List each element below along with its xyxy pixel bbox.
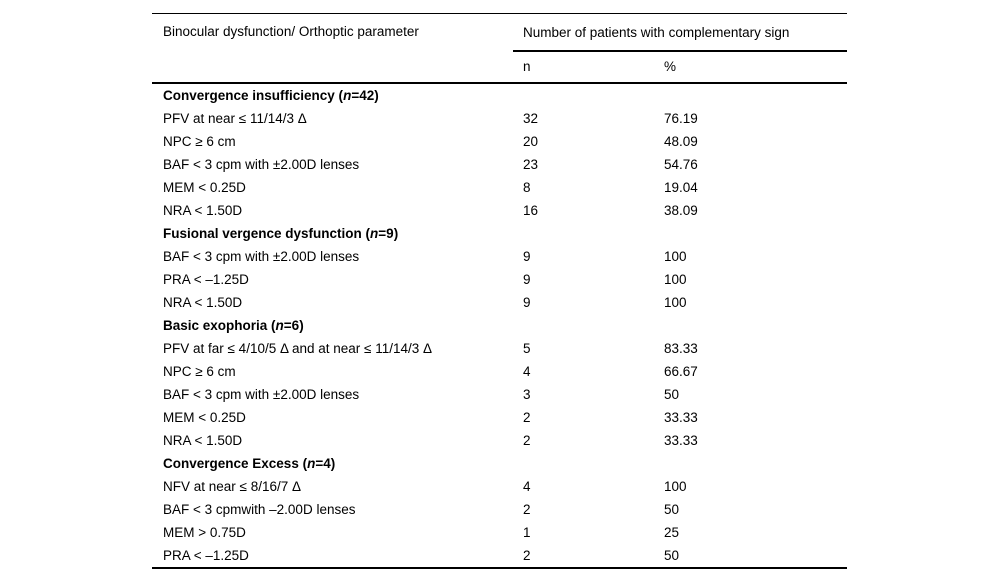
parameter-cell: MEM > 0.75D bbox=[163, 524, 246, 540]
percent-cell: 33.33 bbox=[664, 409, 698, 425]
table-row: MEM < 0.25D 8 19.04 bbox=[152, 176, 847, 199]
section-header-row: Convergence insufficiency (n=42) bbox=[152, 83, 847, 107]
n-symbol: n bbox=[370, 225, 379, 241]
table-header: Binocular dysfunction/ Orthoptic paramet… bbox=[152, 13, 847, 84]
table-row: BAF < 3 cpm with ±2.00D lenses 9 100 bbox=[152, 245, 847, 268]
n-cell: 8 bbox=[523, 179, 531, 195]
column-header-parameter: Binocular dysfunction/ Orthoptic paramet… bbox=[152, 13, 513, 84]
table-row: BAF < 3 cpmwith –2.00D lenses 2 50 bbox=[152, 498, 847, 521]
parameter-cell: MEM < 0.25D bbox=[163, 409, 246, 425]
percent-cell: 25 bbox=[664, 524, 680, 540]
n-symbol: n bbox=[307, 455, 316, 471]
n-cell: 9 bbox=[523, 294, 531, 310]
orthoptic-parameters-table: Binocular dysfunction/ Orthoptic paramet… bbox=[152, 13, 847, 569]
parameter-cell: PRA < –1.25D bbox=[163, 547, 249, 563]
section-title: Convergence insufficiency (n=42) bbox=[163, 87, 379, 103]
percent-cell: 100 bbox=[664, 294, 687, 310]
n-cell: 4 bbox=[523, 363, 531, 379]
percent-cell: 19.04 bbox=[664, 179, 698, 195]
parameter-cell: NPC ≥ 6 cm bbox=[163, 133, 236, 149]
parameter-cell: BAF < 3 cpm with ±2.00D lenses bbox=[163, 248, 360, 264]
parameter-cell: BAF < 3 cpm with ±2.00D lenses bbox=[163, 156, 360, 172]
table-row: NRA < 1.50D 2 33.33 bbox=[152, 429, 847, 452]
table-row: MEM < 0.25D 2 33.33 bbox=[152, 406, 847, 429]
percent-cell: 50 bbox=[664, 547, 680, 563]
percent-cell: 48.09 bbox=[664, 133, 698, 149]
percent-cell: 100 bbox=[664, 271, 687, 287]
n-cell: 9 bbox=[523, 248, 531, 264]
parameter-cell: NRA < 1.50D bbox=[163, 202, 243, 218]
percent-cell: 83.33 bbox=[664, 340, 698, 356]
parameter-cell: NFV at near ≤ 8/16/7 Δ bbox=[163, 478, 301, 494]
header-row-sub: n % bbox=[152, 51, 847, 84]
section-title: Convergence Excess (n=4) bbox=[163, 455, 336, 471]
table-row: PRA < –1.25D 2 50 bbox=[152, 544, 847, 568]
n-cell: 4 bbox=[523, 478, 531, 494]
percent-cell: 66.67 bbox=[664, 363, 698, 379]
section-title: Basic exophoria (n=6) bbox=[163, 317, 304, 333]
percent-cell: 100 bbox=[664, 478, 687, 494]
n-cell: 3 bbox=[523, 386, 531, 402]
n-cell: 23 bbox=[523, 156, 539, 172]
n-cell: 2 bbox=[523, 409, 531, 425]
parameter-cell: NRA < 1.50D bbox=[163, 294, 243, 310]
header-row-main: Binocular dysfunction/ Orthoptic paramet… bbox=[152, 13, 847, 84]
percent-cell: 54.76 bbox=[664, 156, 698, 172]
n-cell: 9 bbox=[523, 271, 531, 287]
table-row: BAF < 3 cpm with ±2.00D lenses 23 54.76 bbox=[152, 153, 847, 176]
parameter-cell: BAF < 3 cpmwith –2.00D lenses bbox=[163, 501, 356, 517]
percent-cell: 50 bbox=[664, 386, 680, 402]
table-row: NPC ≥ 6 cm 4 66.67 bbox=[152, 360, 847, 383]
column-header-n: n bbox=[513, 51, 654, 84]
percent-cell: 50 bbox=[664, 501, 680, 517]
parameter-cell: NRA < 1.50D bbox=[163, 432, 243, 448]
percent-cell: 33.33 bbox=[664, 432, 698, 448]
table-row: NRA < 1.50D 9 100 bbox=[152, 291, 847, 314]
parameter-cell: PFV at near ≤ 11/14/3 Δ bbox=[163, 110, 307, 126]
n-cell: 2 bbox=[523, 432, 531, 448]
n-cell: 5 bbox=[523, 340, 531, 356]
n-cell: 2 bbox=[523, 501, 531, 517]
column-header-patients-span: Number of patients with complementary si… bbox=[513, 13, 847, 52]
table-body: Convergence insufficiency (n=42) PFV at n… bbox=[152, 83, 847, 568]
table-row: NRA < 1.50D 16 38.09 bbox=[152, 199, 847, 222]
section-header-row: Fusional vergence dysfunction (n=9) bbox=[152, 222, 847, 245]
section-title: Fusional vergence dysfunction (n=9) bbox=[163, 225, 399, 241]
n-cell: 32 bbox=[523, 110, 539, 126]
table-row: NFV at near ≤ 8/16/7 Δ 4 100 bbox=[152, 475, 847, 498]
parameter-cell: MEM < 0.25D bbox=[163, 179, 246, 195]
parameter-cell: BAF < 3 cpm with ±2.00D lenses bbox=[163, 386, 360, 402]
column-header-percent: % bbox=[654, 51, 847, 84]
n-cell: 2 bbox=[523, 547, 531, 563]
table-row: NPC ≥ 6 cm 20 48.09 bbox=[152, 130, 847, 153]
n-cell: 1 bbox=[523, 524, 531, 540]
n-symbol: n bbox=[275, 317, 284, 333]
parameter-cell: PRA < –1.25D bbox=[163, 271, 249, 287]
table-row: BAF < 3 cpm with ±2.00D lenses 3 50 bbox=[152, 383, 847, 406]
percent-cell: 100 bbox=[664, 248, 687, 264]
table-row: PFV at near ≤ 11/14/3 Δ 32 76.19 bbox=[152, 107, 847, 130]
section-header-row: Convergence Excess (n=4) bbox=[152, 452, 847, 475]
n-cell: 20 bbox=[523, 133, 539, 149]
table-row: MEM > 0.75D 1 25 bbox=[152, 521, 847, 544]
percent-cell: 38.09 bbox=[664, 202, 698, 218]
table-row: PFV at far ≤ 4/10/5 Δ and at near ≤ 11/1… bbox=[152, 337, 847, 360]
section-header-row: Basic exophoria (n=6) bbox=[152, 314, 847, 337]
table-row: PRA < –1.25D 9 100 bbox=[152, 268, 847, 291]
parameter-cell: NPC ≥ 6 cm bbox=[163, 363, 236, 379]
n-symbol: n bbox=[343, 87, 352, 103]
parameter-cell: PFV at far ≤ 4/10/5 Δ and at near ≤ 11/1… bbox=[163, 340, 433, 356]
n-cell: 16 bbox=[523, 202, 539, 218]
percent-cell: 76.19 bbox=[664, 110, 698, 126]
